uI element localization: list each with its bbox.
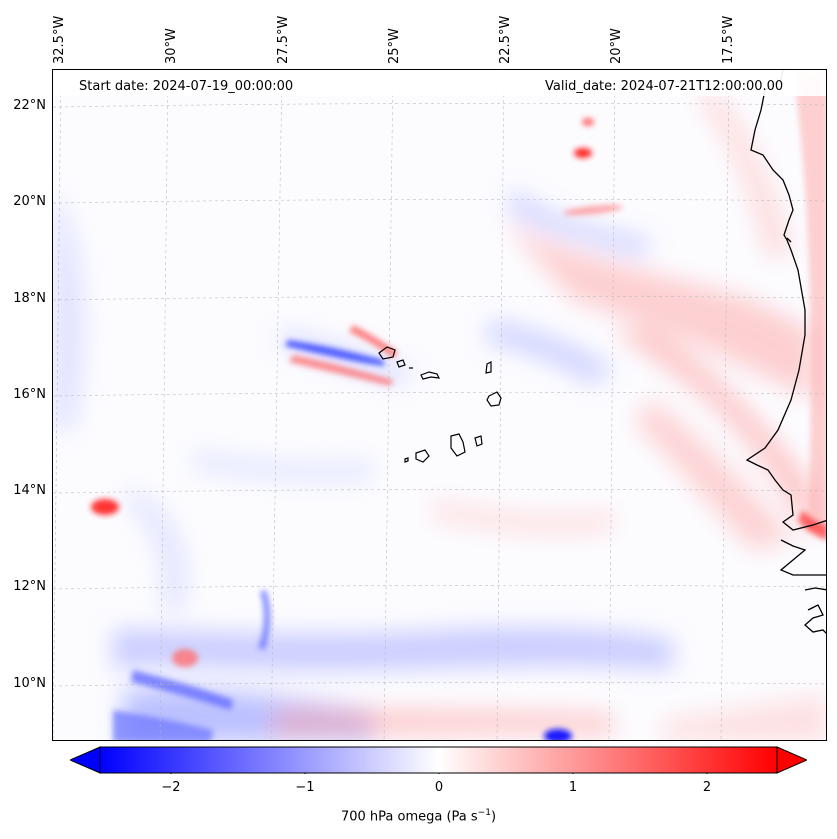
- lat-label-10n: 10°N: [13, 676, 46, 691]
- island-sal: [485, 361, 492, 374]
- colorbar-tick-1: 1: [568, 780, 578, 795]
- lon-label-20w: 20°W: [609, 28, 624, 64]
- colorbar-tick-2: 2: [702, 780, 712, 795]
- valid-date-label: Valid_date: 2024-07-21T12:00:00.00: [545, 79, 784, 94]
- lat-label-22n: 22°N: [13, 98, 46, 113]
- lat-label-12n: 12°N: [13, 579, 46, 594]
- colorbar: [70, 746, 807, 774]
- colorbar-extend-max: [776, 746, 807, 774]
- colorbar-tick-0: 0: [434, 780, 444, 795]
- colorbar-gradient: [99, 746, 778, 774]
- colorbar-tick-minus-2: −2: [161, 780, 181, 795]
- island-brava: [404, 457, 409, 463]
- lat-label-16n: 16°N: [13, 387, 46, 402]
- omega-field-broad: [53, 90, 826, 740]
- lon-label-17-5w: 17.5°W: [721, 15, 736, 64]
- island-fogo: [415, 449, 430, 463]
- island-santiago: [450, 433, 466, 457]
- omega-field-features: [91, 70, 826, 740]
- island-santo-antao: [378, 346, 396, 360]
- colorbar-tick-minus-1: −1: [295, 780, 315, 795]
- island-boa-vista: [486, 391, 502, 407]
- lat-label-18n: 18°N: [13, 291, 46, 306]
- cape-verde-islands: [378, 346, 502, 463]
- colorbar-ticks: [170, 773, 708, 774]
- colorbar-label: 700 hPa omega (Pa s−1): [340, 808, 497, 825]
- lat-label-14n: 14°N: [13, 483, 46, 498]
- lon-label-32-5w: 32.5°W: [52, 15, 67, 64]
- island-sao-vicente: [396, 359, 406, 368]
- island-maio: [474, 435, 483, 447]
- omega-field-map: [53, 70, 826, 740]
- coastline: [745, 70, 826, 634]
- lat-label-20n: 20°N: [13, 194, 46, 209]
- lon-label-22-5w: 22.5°W: [498, 15, 513, 64]
- gridlines: [53, 70, 826, 740]
- island-sao-nicolau: [420, 371, 441, 380]
- lon-label-30w: 30°W: [164, 28, 179, 64]
- lon-label-25w: 25°W: [387, 28, 402, 64]
- colorbar-extend-min: [70, 746, 101, 774]
- header-band: [53, 70, 826, 96]
- lon-label-27-5w: 27.5°W: [276, 15, 291, 64]
- start-date-label: Start date: 2024-07-19_00:00:00: [79, 79, 294, 94]
- map-panel: [52, 69, 827, 741]
